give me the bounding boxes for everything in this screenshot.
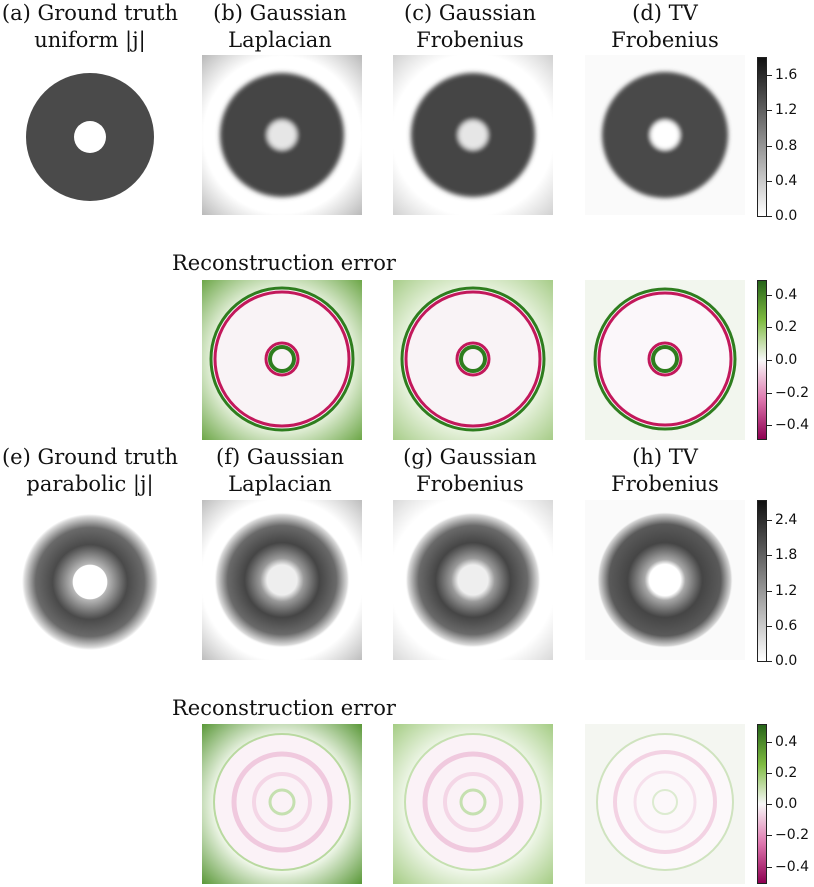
colorbar-tick: 0.0 (775, 796, 798, 812)
tick-mark (767, 626, 772, 627)
panel-a-subtitle: uniform |j| (34, 28, 146, 52)
tick-mark (767, 835, 772, 836)
colorbar-tick: −0.2 (775, 827, 809, 843)
colorbar-tick: 1.6 (775, 67, 798, 83)
colorbar-tick: 0.4 (775, 287, 798, 303)
panel-g-title: (g) Gaussian (403, 445, 537, 469)
panel-b-label: (b) Gaussian Laplacian (195, 0, 365, 54)
colorbar-tick: 1.2 (775, 583, 798, 599)
panel-e-subtitle: parabolic |j| (26, 472, 154, 496)
panel-b-image (202, 55, 362, 215)
colorbar-tick: 1.2 (775, 102, 798, 118)
panel-f-title: (f) Gaussian (216, 445, 344, 469)
panel-f-image (202, 500, 362, 660)
reconstruction-error-title: Reconstruction error (172, 251, 396, 275)
ring-hole (74, 121, 106, 153)
colorbar-tick: 0.2 (775, 765, 798, 781)
tick-mark (767, 742, 772, 743)
panel-h-subtitle: Frobenius (611, 472, 719, 496)
panel-g-image (393, 500, 553, 660)
panel-c-subtitle: Frobenius (416, 28, 524, 52)
reconstruction-error-title-2: Reconstruction error (172, 696, 396, 720)
tick-mark (767, 181, 772, 182)
panel-b-title: (b) Gaussian (213, 1, 347, 25)
colorbar-tick: −0.4 (775, 859, 809, 875)
colorbar-tick: 0.2 (775, 319, 798, 335)
panel-h-image (585, 500, 745, 660)
panel-d-subtitle: Frobenius (611, 28, 719, 52)
panel-a-image (10, 60, 170, 220)
panel-e-image (10, 505, 170, 665)
tick-mark (767, 216, 772, 217)
panel-f-subtitle: Laplacian (228, 472, 332, 496)
colorbar-tick: 0.0 (775, 653, 798, 669)
tick-mark (767, 146, 772, 147)
panel-d-label: (d) TV Frobenius (580, 0, 750, 54)
tick-mark (767, 327, 772, 328)
colorbar-tick: −0.2 (775, 385, 809, 401)
panel-b-error-image (202, 280, 362, 440)
panel-c-error-image (393, 280, 553, 440)
panel-c-label: (c) Gaussian Frobenius (385, 0, 555, 54)
panel-h-title: (h) TV (632, 445, 698, 469)
colorbar-tick: 0.8 (775, 138, 798, 154)
colorbar-tick: 0.4 (775, 173, 798, 189)
tick-mark (767, 867, 772, 868)
panel-f-label: (f) Gaussian Laplacian (195, 444, 365, 498)
colorbar-tick: 1.8 (775, 547, 798, 563)
panel-d-image (585, 55, 745, 215)
panel-g-label: (g) Gaussian Frobenius (385, 444, 555, 498)
colorbar-uniform (757, 57, 767, 217)
panel-e-title: (e) Ground truth (1, 445, 179, 469)
tick-mark (767, 425, 772, 426)
tick-mark (767, 773, 772, 774)
panel-c-title: (c) Gaussian (404, 1, 536, 25)
tick-mark (767, 295, 772, 296)
colorbar-tick: 0.6 (775, 618, 798, 634)
tick-mark (767, 75, 772, 76)
tick-mark (767, 110, 772, 111)
panel-e-label: (e) Ground truth parabolic |j| (0, 444, 180, 498)
panel-g-error-image (393, 724, 553, 884)
colorbar-tick: 0.4 (775, 734, 798, 750)
tick-mark (767, 591, 772, 592)
panel-h-error-image (585, 724, 745, 884)
panel-h-label: (h) TV Frobenius (580, 444, 750, 498)
colorbar-error-parabolic (757, 724, 767, 884)
colorbar-tick: 0.0 (775, 208, 798, 224)
panel-d-error-image (585, 280, 745, 440)
panel-a-label: (a) Ground truth uniform |j| (0, 0, 180, 54)
colorbar-parabolic (757, 500, 767, 662)
tick-mark (767, 804, 772, 805)
colorbar-tick: 2.4 (775, 512, 798, 528)
colorbar-tick: 0.0 (775, 352, 798, 368)
panel-g-subtitle: Frobenius (416, 472, 524, 496)
panel-a-title: (a) Ground truth (1, 1, 179, 25)
tick-mark (767, 520, 772, 521)
colorbar-error-uniform (757, 280, 767, 440)
tick-mark (767, 661, 772, 662)
panel-c-image (393, 55, 553, 215)
panel-d-title: (d) TV (632, 1, 698, 25)
colorbar-tick: −0.4 (775, 417, 809, 433)
tick-mark (767, 555, 772, 556)
panel-f-error-image (202, 724, 362, 884)
panel-b-subtitle: Laplacian (228, 28, 332, 52)
tick-mark (767, 360, 772, 361)
tick-mark (767, 393, 772, 394)
